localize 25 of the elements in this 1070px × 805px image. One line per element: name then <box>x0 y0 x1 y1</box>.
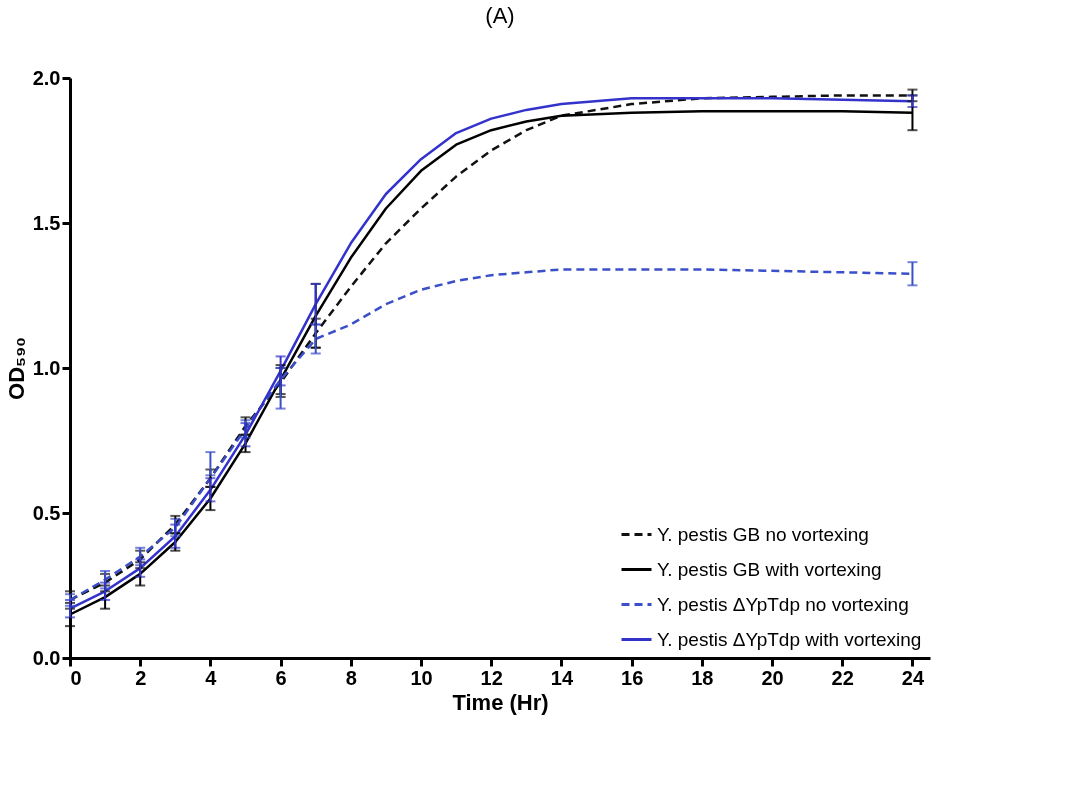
x-tick-label: 24 <box>901 666 925 689</box>
y-tick-label: 1.5 <box>32 211 61 234</box>
x-tick-label: 4 <box>205 666 218 689</box>
x-tick-label: 8 <box>345 666 357 689</box>
legend-label: Y. pestis ΔYpTdp no vortexing <box>657 593 909 615</box>
x-tick-label: 0 <box>70 666 82 689</box>
legend-label: Y. pestis GB with vortexing <box>657 558 882 580</box>
x-tick-label: 20 <box>761 666 784 689</box>
x-tick-label: 10 <box>410 666 433 689</box>
y-tick-label: 1.0 <box>32 356 61 379</box>
x-tick-label: 22 <box>831 666 854 689</box>
x-tick-label: 18 <box>691 666 714 689</box>
x-axis-title: Time (Hr) <box>452 689 549 715</box>
x-tick-label: 16 <box>621 666 644 689</box>
y-tick-label: 2.0 <box>32 66 61 89</box>
legend-label: Y. pestis GB no vortexing <box>657 523 869 545</box>
x-tick-label: 6 <box>275 666 287 689</box>
y-tick-label: 0.5 <box>32 501 61 524</box>
x-tick-label: 14 <box>550 666 574 689</box>
x-tick-label: 2 <box>135 666 147 689</box>
legend-label: Y. pestis ΔYpTdp with vortexing <box>657 628 922 650</box>
y-axis-title: OD₅₉₀ <box>3 337 29 400</box>
y-tick-label: 0.0 <box>32 646 61 669</box>
x-tick-label: 12 <box>480 666 503 689</box>
chart-title: (A) <box>485 3 515 28</box>
